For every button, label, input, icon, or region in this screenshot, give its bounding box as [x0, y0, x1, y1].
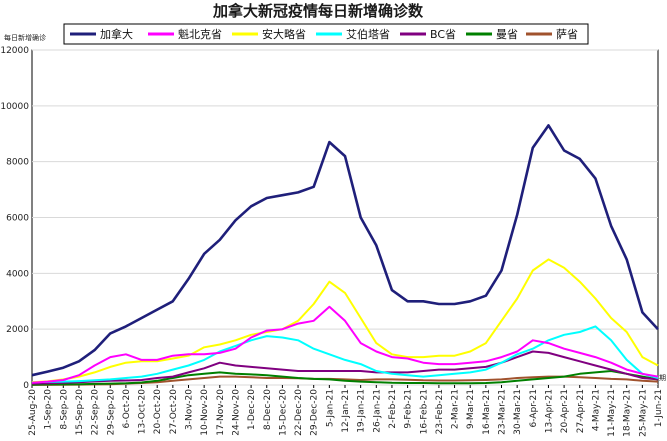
x-tick-label: 6-Oct-20	[122, 389, 132, 429]
x-tick-label: 11-May-21	[607, 389, 617, 437]
x-tick-label: 16-Feb-21	[419, 389, 429, 434]
x-tick-label: 8-Sep-20	[59, 389, 69, 430]
y-tick-label: 2000	[6, 325, 29, 335]
x-tick-label: 30-Mar-21	[513, 389, 523, 435]
x-tick-label: 1-Dec-20	[247, 389, 257, 430]
y-tick-label: 12000	[0, 46, 29, 56]
x-tick-label: 27-Apr-21	[576, 389, 586, 433]
y-axis: 0 2000 4000 6000 8000 10000 12000	[0, 46, 29, 391]
x-tick-label: 15-Dec-20	[278, 389, 288, 436]
x-tick-label: 1-Jun-21	[654, 389, 664, 427]
x-tick-label: 19-Jan-21	[357, 389, 367, 433]
y-tick-label: 6000	[6, 214, 29, 224]
x-tick-label: 20-Oct-20	[153, 389, 163, 434]
legend-label: 加拿大	[100, 27, 133, 41]
series-lines	[31, 124, 659, 386]
x-tick-label: 29-Sep-20	[106, 389, 116, 436]
y-axis-label: 每日新增确诊	[4, 33, 46, 42]
x-tick-label: 16-Mar-21	[482, 389, 492, 435]
x-tick-label: 10-Nov-20	[200, 389, 210, 436]
x-tick-label: 8-Dec-20	[263, 389, 273, 430]
series-line	[31, 370, 659, 386]
y-tick-label: 0	[23, 381, 29, 391]
x-tick-label: 22-Sep-20	[91, 389, 101, 436]
legend-label: 安大略省	[262, 27, 306, 41]
x-tick-label: 25-Aug-20	[28, 389, 38, 436]
legend-entries: 加拿大 魁北克省 安大略省 艾伯塔省 BC省 曼省 萨省	[70, 27, 578, 41]
x-tick-label: 13-Apr-21	[544, 389, 554, 433]
chart-title: 加拿大新冠疫情每日新增确诊数	[212, 2, 424, 20]
legend-label: 魁北克省	[178, 27, 222, 41]
x-tick-label: 27-Oct-20	[169, 389, 179, 434]
x-tick-label: 25-May-21	[638, 389, 648, 437]
series-line	[31, 258, 659, 384]
x-tick-label: 18-May-21	[623, 389, 633, 437]
x-tick-label: 2-Feb-21	[388, 389, 398, 429]
x-tick-label: 4-May-21	[591, 389, 601, 431]
x-tick-label: 26-Jan-21	[372, 389, 382, 433]
x-axis-label: 日期	[652, 374, 666, 382]
x-tick-label: 13-Oct-20	[138, 389, 148, 434]
y-tick-label: 10000	[0, 102, 29, 112]
x-tick-label: 23-Mar-21	[498, 389, 508, 435]
series-line	[31, 325, 659, 384]
x-tick-label: 5-Jan-21	[325, 389, 335, 427]
legend-label: 曼省	[496, 28, 518, 41]
series-line	[31, 124, 659, 377]
x-tick-label: 1-Sep-20	[44, 389, 54, 430]
x-tick-label: 2-Mar-21	[451, 389, 461, 429]
x-tick-label: 15-Sep-20	[75, 389, 85, 436]
y-tick-label: 4000	[6, 269, 29, 279]
x-tick-label: 6-Apr-21	[529, 389, 539, 427]
x-tick-label: 17-Nov-20	[216, 389, 226, 436]
x-tick-label: 20-Apr-21	[560, 389, 570, 433]
x-tick-label: 9-Feb-21	[404, 389, 414, 429]
y-tick-label: 8000	[6, 158, 29, 168]
x-tick-label: 29-Dec-20	[310, 389, 320, 436]
x-tick-label: 12-Jan-21	[341, 389, 351, 433]
x-tick-label: 3-Nov-20	[185, 389, 195, 430]
series-line	[31, 305, 659, 384]
legend-label: 萨省	[556, 28, 578, 41]
x-tick-label: 22-Dec-20	[294, 389, 304, 436]
x-tick-label: 24-Nov-20	[231, 389, 241, 436]
legend-label: 艾伯塔省	[346, 27, 390, 41]
x-tick-label: 9-Mar-21	[466, 389, 476, 429]
x-axis: 25-Aug-20 1-Sep-20 8-Sep-20 15-Sep-20 22-Sep…	[28, 385, 664, 437]
x-tick-label: 23-Feb-21	[435, 389, 445, 434]
series-line	[31, 350, 659, 385]
legend-label: BC省	[430, 28, 456, 41]
